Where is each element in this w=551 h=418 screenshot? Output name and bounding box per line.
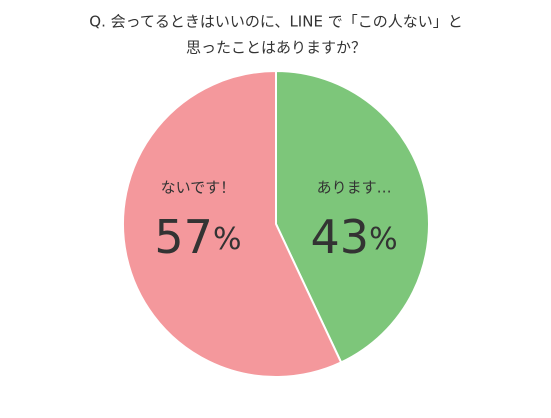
value-label: 43% <box>311 210 398 264</box>
slice-label: あります… <box>317 179 392 197</box>
chart-title: 思ったことはありますか？ <box>186 39 366 57</box>
pie-slice <box>122 69 343 378</box>
pie-slice <box>275 69 430 364</box>
chart-title: Q. 会ってるときはいいのに、LINE で「この人ない」と <box>89 13 462 31</box>
value-label: 57% <box>154 210 241 264</box>
slice-label: ないです！ <box>161 179 236 197</box>
